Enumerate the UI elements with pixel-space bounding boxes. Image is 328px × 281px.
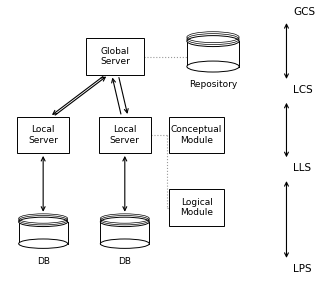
Text: LLS: LLS <box>293 164 311 173</box>
Text: LPS: LPS <box>293 264 312 274</box>
Bar <box>169 189 224 226</box>
Text: Logical
Module: Logical Module <box>180 198 213 217</box>
Text: Local
Server: Local Server <box>28 125 58 145</box>
Text: DB: DB <box>37 257 50 266</box>
Text: LCS: LCS <box>293 85 313 95</box>
Ellipse shape <box>187 61 239 72</box>
Bar <box>99 117 151 153</box>
Text: Repository: Repository <box>189 80 237 89</box>
Ellipse shape <box>19 217 68 226</box>
Bar <box>17 117 69 153</box>
Bar <box>169 117 224 153</box>
Text: Global
Server: Global Server <box>100 47 130 66</box>
Ellipse shape <box>19 239 68 248</box>
Text: DB: DB <box>118 257 131 266</box>
Text: Conceptual
Module: Conceptual Module <box>171 125 222 145</box>
Text: GCS: GCS <box>293 7 315 17</box>
Ellipse shape <box>187 36 239 47</box>
Bar <box>86 38 144 75</box>
Text: Local
Server: Local Server <box>110 125 140 145</box>
Ellipse shape <box>100 217 149 226</box>
Ellipse shape <box>100 239 149 248</box>
